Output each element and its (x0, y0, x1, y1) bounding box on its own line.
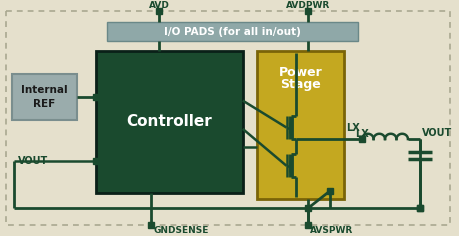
Text: Power: Power (278, 66, 322, 79)
Text: LX: LX (354, 129, 368, 139)
Text: Controller: Controller (126, 114, 212, 129)
Bar (107, 22, 358, 42)
Text: AVSPWR: AVSPWR (310, 226, 353, 235)
Text: I/O PADS (for all in/out): I/O PADS (for all in/out) (164, 27, 301, 37)
Bar (256, 51, 343, 199)
Text: REF: REF (33, 99, 55, 109)
Text: LX: LX (346, 123, 359, 133)
Text: VOUT: VOUT (18, 156, 48, 166)
Text: Stage: Stage (280, 78, 320, 91)
Text: VOUT: VOUT (421, 128, 451, 138)
Bar (12, 74, 77, 120)
Text: Internal: Internal (21, 85, 67, 95)
Text: AVDPWR: AVDPWR (285, 1, 330, 10)
Text: AVD: AVD (148, 1, 169, 10)
Bar (95, 51, 242, 193)
Text: GNDSENSE: GNDSENSE (153, 226, 208, 235)
